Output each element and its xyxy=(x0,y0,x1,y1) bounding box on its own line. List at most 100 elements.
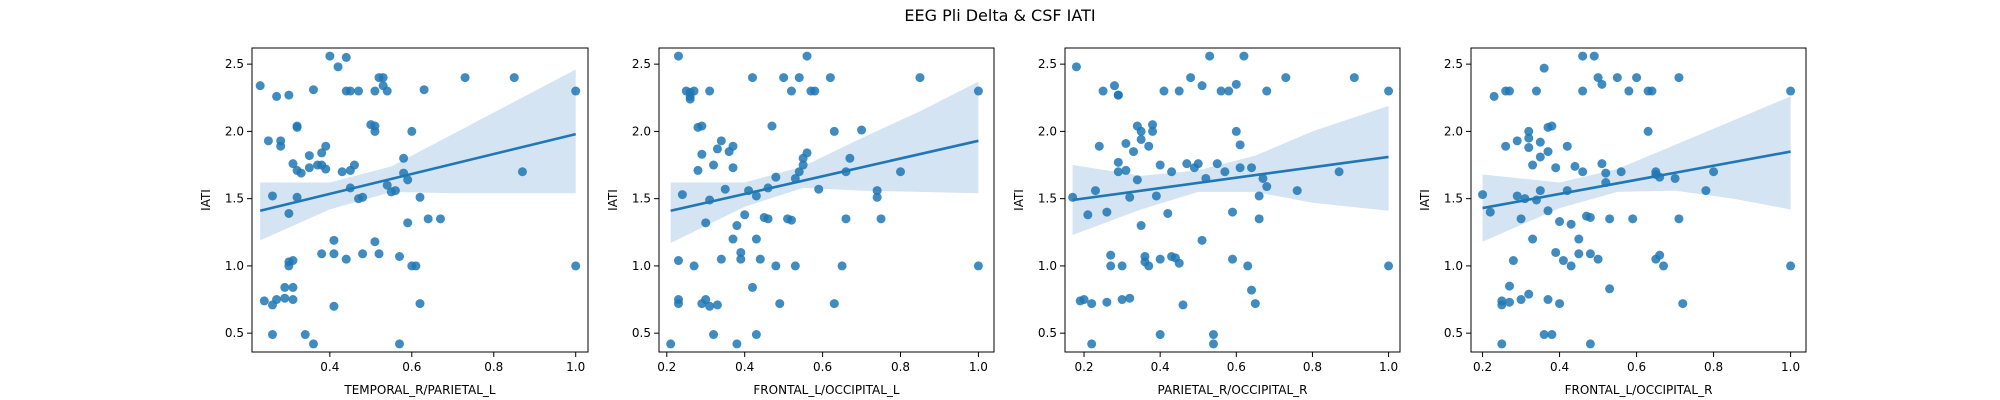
data-point xyxy=(1524,143,1534,153)
data-point xyxy=(370,126,380,136)
data-point xyxy=(1109,81,1119,91)
data-point xyxy=(775,299,785,309)
data-point xyxy=(779,73,789,83)
data-point xyxy=(825,73,835,83)
data-point xyxy=(288,282,298,292)
x-tick-label: 0.4 xyxy=(1151,360,1170,374)
data-point xyxy=(1384,86,1394,96)
x-tick-label: 0.2 xyxy=(1074,360,1093,374)
data-point xyxy=(1174,258,1184,268)
data-point xyxy=(1528,234,1538,244)
data-point xyxy=(755,254,765,264)
data-point xyxy=(337,167,347,177)
data-point xyxy=(872,186,882,196)
data-point xyxy=(1555,217,1565,227)
data-point xyxy=(732,339,742,349)
y-tick-label: 0.5 xyxy=(225,326,244,340)
data-point xyxy=(1136,221,1146,231)
data-point xyxy=(814,184,824,194)
y-axis-label: IATI xyxy=(199,189,213,211)
data-point xyxy=(1786,261,1796,271)
data-point xyxy=(571,86,581,96)
x-tick-label: 1.0 xyxy=(566,360,585,374)
data-point xyxy=(329,249,339,259)
x-tick-label: 0.6 xyxy=(1227,360,1246,374)
data-point xyxy=(399,153,409,163)
data-point xyxy=(1558,256,1568,266)
data-point xyxy=(1144,261,1154,271)
data-point xyxy=(509,73,519,83)
data-point xyxy=(701,218,711,228)
data-point xyxy=(1094,141,1104,151)
y-tick-label: 1.0 xyxy=(632,259,651,273)
data-point xyxy=(705,301,715,311)
x-tick-label: 0.6 xyxy=(402,360,421,374)
data-point xyxy=(308,85,318,95)
x-tick-label: 0.2 xyxy=(657,360,676,374)
data-point xyxy=(677,190,687,200)
data-point xyxy=(263,136,273,146)
data-point xyxy=(1079,295,1089,305)
data-point xyxy=(345,86,355,96)
regression-line xyxy=(1482,150,1791,210)
data-point xyxy=(1543,295,1553,305)
y-tick-label: 1.5 xyxy=(1038,192,1057,206)
data-point xyxy=(1585,339,1595,349)
data-point xyxy=(374,249,384,259)
y-tick-label: 2.0 xyxy=(1038,124,1057,138)
x-tick-label: 0.6 xyxy=(813,360,832,374)
data-point xyxy=(1212,159,1222,169)
data-point xyxy=(292,121,302,131)
data-point xyxy=(1624,86,1634,96)
data-point xyxy=(1531,86,1541,96)
data-point xyxy=(267,330,277,340)
data-point xyxy=(1254,214,1264,224)
data-point xyxy=(1243,261,1253,271)
data-point xyxy=(1524,289,1534,299)
data-point xyxy=(1670,173,1680,183)
x-tick-label: 0.6 xyxy=(1627,360,1646,374)
data-point xyxy=(415,299,425,309)
data-point xyxy=(1136,134,1146,144)
data-point xyxy=(1597,159,1607,169)
data-point xyxy=(794,73,804,83)
chart-panel-1: 0.4 0.6 0.8 1.0 0.5 1.0 1.5 2.0 2.5 TEMPORAL_R/PA… xyxy=(199,47,589,397)
data-point xyxy=(1254,191,1264,201)
data-point xyxy=(1551,163,1561,173)
data-point xyxy=(415,192,425,202)
data-point xyxy=(280,282,290,292)
data-point xyxy=(1655,250,1665,260)
data-point xyxy=(673,51,683,61)
data-point xyxy=(1543,147,1553,157)
data-point xyxy=(288,159,298,169)
data-point xyxy=(1174,86,1184,96)
data-point xyxy=(1090,186,1100,196)
x-tick-label: 0.8 xyxy=(484,360,503,374)
plot-frame xyxy=(658,47,995,353)
data-point xyxy=(292,192,302,202)
data-point xyxy=(1547,330,1557,340)
regression-line xyxy=(259,132,577,213)
data-point xyxy=(419,85,429,95)
data-point xyxy=(973,86,983,96)
data-point xyxy=(382,180,392,190)
y-tick-label: 2.5 xyxy=(1038,57,1057,71)
data-point xyxy=(1235,140,1245,150)
data-point xyxy=(255,81,265,91)
data-point xyxy=(1593,73,1603,83)
data-point xyxy=(697,121,707,131)
data-point xyxy=(403,175,413,185)
data-point xyxy=(1228,207,1237,217)
data-point xyxy=(1258,173,1268,183)
data-point xyxy=(403,218,413,228)
data-point xyxy=(390,186,400,196)
data-point xyxy=(1578,86,1588,96)
data-point xyxy=(790,261,800,271)
data-point xyxy=(1535,137,1545,147)
data-point xyxy=(571,261,581,271)
data-point xyxy=(1113,167,1123,177)
data-point xyxy=(751,330,761,340)
data-point xyxy=(771,261,781,271)
data-point xyxy=(845,153,855,163)
data-point xyxy=(317,249,327,259)
